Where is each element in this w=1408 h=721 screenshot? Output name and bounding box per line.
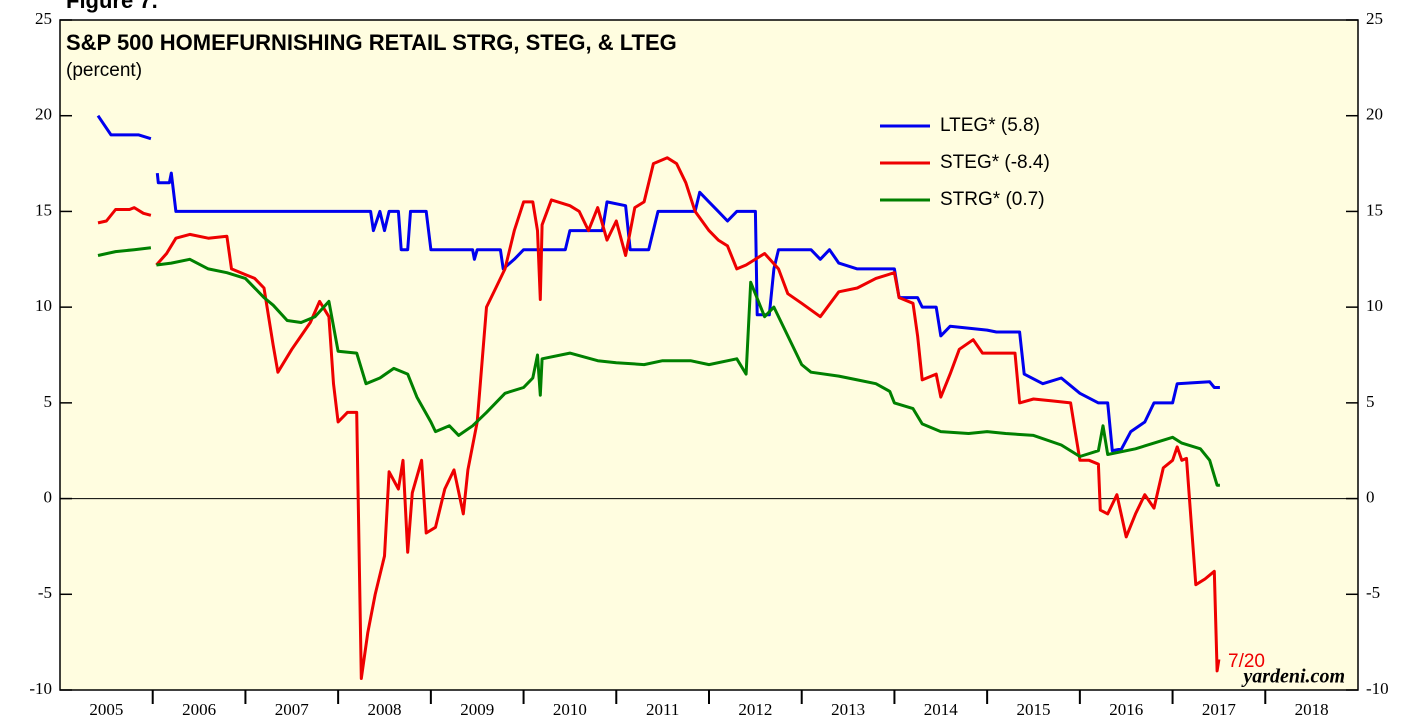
y2-tick-label: 5 xyxy=(1366,392,1375,411)
watermark: yardeni.com xyxy=(1241,666,1345,688)
legend-label: STRG* (0.7) xyxy=(940,189,1045,210)
y2-tick-label: 10 xyxy=(1366,296,1383,315)
x-tick-label: 2009 xyxy=(460,700,494,719)
x-tick-label: 2008 xyxy=(368,700,402,719)
x-tick-label: 2016 xyxy=(1109,700,1143,719)
legend-label: STEG* (-8.4) xyxy=(940,152,1050,173)
legend-label: LTEG* (5.8) xyxy=(940,115,1040,136)
x-tick-label: 2017 xyxy=(1202,700,1237,719)
y2-tick-label: 20 xyxy=(1366,105,1383,124)
y-tick-label: 15 xyxy=(35,200,52,219)
y2-tick-label: -5 xyxy=(1366,583,1380,602)
x-tick-label: 2005 xyxy=(89,700,123,719)
chart-title: S&P 500 HOMEFURNISHING RETAIL STRG, STEG… xyxy=(66,30,677,55)
y-tick-label: 20 xyxy=(35,105,52,124)
y2-tick-label: -10 xyxy=(1366,679,1389,698)
x-tick-label: 2011 xyxy=(646,700,679,719)
y-tick-label: -10 xyxy=(29,679,52,698)
y-tick-label: 10 xyxy=(35,296,52,315)
series-line xyxy=(97,246,1220,487)
annotation: 7/20 xyxy=(1228,651,1265,672)
figure-label: Figure 7. xyxy=(66,0,158,13)
x-tick-label: 2015 xyxy=(1017,700,1051,719)
plot-area xyxy=(59,19,1359,691)
y-tick-label: 0 xyxy=(44,487,53,506)
x-tick-label: 2012 xyxy=(738,700,772,719)
y2-tick-label: 25 xyxy=(1366,9,1383,28)
series-line xyxy=(97,156,1221,680)
x-tick-label: 2014 xyxy=(924,700,959,719)
x-tick-label: 2006 xyxy=(182,700,216,719)
y-tick-label: 25 xyxy=(35,9,52,28)
x-tick-label: 2018 xyxy=(1295,700,1329,719)
x-tick-label: 2013 xyxy=(831,700,865,719)
series-line xyxy=(96,114,1220,453)
y2-tick-label: 0 xyxy=(1366,487,1375,506)
y-tick-label: -5 xyxy=(38,583,52,602)
y-tick-label: 5 xyxy=(44,392,53,411)
chart-subtitle: (percent) xyxy=(66,60,142,81)
x-tick-label: 2007 xyxy=(275,700,310,719)
y2-tick-label: 15 xyxy=(1366,200,1383,219)
x-tick-label: 2010 xyxy=(553,700,587,719)
